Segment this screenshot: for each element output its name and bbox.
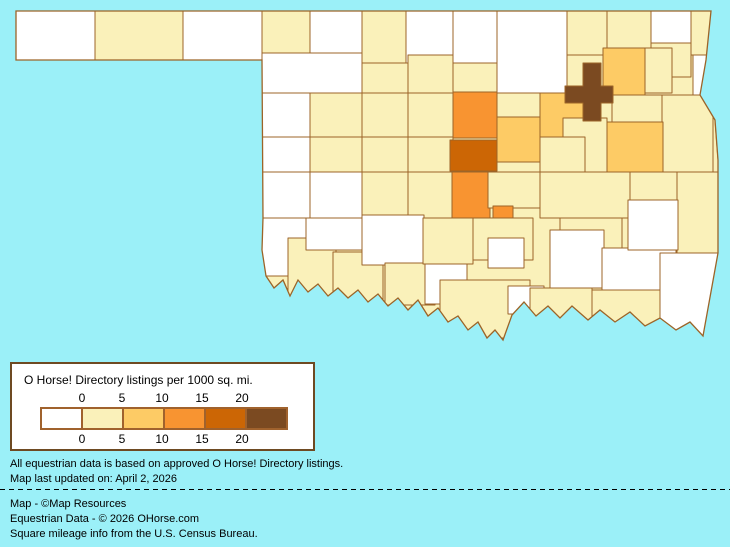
legend-tick: 10 xyxy=(155,391,169,405)
legend-tick: 15 xyxy=(195,391,209,405)
map-legend: O Horse! Directory listings per 1000 sq.… xyxy=(10,362,315,451)
legend-tick: 0 xyxy=(78,391,86,405)
legend-tick: 10 xyxy=(155,432,169,446)
legend-tick: 5 xyxy=(118,391,126,405)
legend-title: O Horse! Directory listings per 1000 sq.… xyxy=(24,373,253,387)
legend-tick: 15 xyxy=(195,432,209,446)
legend-swatch-3 xyxy=(163,409,204,428)
legend-tick: 20 xyxy=(235,391,249,405)
legend-swatch-0 xyxy=(42,409,81,428)
separator-dashed-line xyxy=(0,489,730,490)
legend-tick: 5 xyxy=(118,432,126,446)
legend-swatch-1 xyxy=(81,409,122,428)
note-last-updated: Map last updated on: April 2, 2026 xyxy=(10,473,177,485)
legend-swatch-4 xyxy=(204,409,245,428)
legend-swatch-2 xyxy=(122,409,163,428)
credit-square-mileage: Square mileage info from the U.S. Census… xyxy=(10,528,258,540)
legend-tick: 0 xyxy=(78,432,86,446)
credit-map: Map - ©Map Resources xyxy=(10,498,127,510)
legend-color-bar xyxy=(40,407,288,430)
credit-equestrian-data: Equestrian Data - © 2026 OHorse.com xyxy=(10,513,200,525)
map-notes: All equestrian data is based on approved… xyxy=(10,457,343,487)
legend-swatch-5 xyxy=(245,409,286,428)
map-credits: Map - ©Map Resources Equestrian Data - ©… xyxy=(10,497,258,542)
note-data-source: All equestrian data is based on approved… xyxy=(10,458,344,470)
legend-tick: 20 xyxy=(235,432,249,446)
